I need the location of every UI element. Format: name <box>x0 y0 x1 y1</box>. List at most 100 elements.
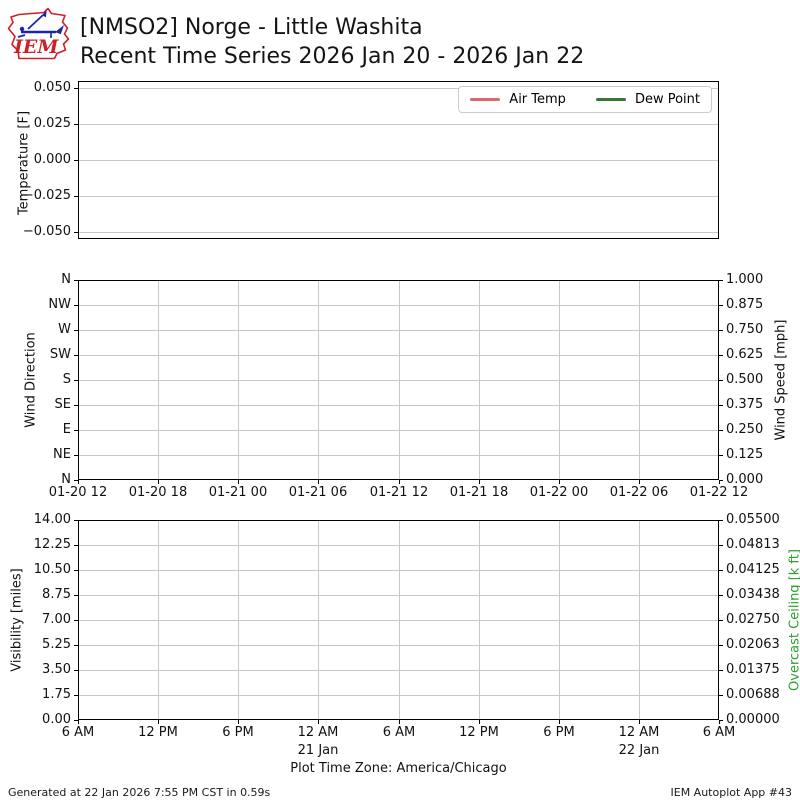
wind-vane-icon <box>17 9 65 38</box>
y-tick-label: 14.00 <box>33 512 71 527</box>
y-tick-label-right: 0.04125 <box>726 562 780 577</box>
gridline <box>479 521 480 719</box>
y-tick-label: 0.00 <box>42 712 71 727</box>
x-tick-mark <box>719 720 720 724</box>
y-tick-label: 5.25 <box>42 637 71 652</box>
gridline <box>79 88 718 89</box>
y-tick-mark <box>74 695 78 696</box>
x-tick-mark <box>639 480 640 484</box>
y-tick-mark-right <box>719 455 723 456</box>
y-tick-label-right: 1.000 <box>726 272 764 287</box>
y-tick-mark-right <box>719 430 723 431</box>
y-tick-mark <box>74 280 78 281</box>
x-tick-mark <box>318 480 319 484</box>
x-tick-label: 01-22 12 <box>689 485 749 500</box>
y-tick-mark-right <box>719 545 723 546</box>
y-tick-label: −0.025 <box>22 188 71 203</box>
legend-label: Dew Point <box>634 92 700 107</box>
y-tick-mark <box>74 160 78 161</box>
y-tick-label: W <box>58 322 71 337</box>
y-tick-mark-right <box>719 480 723 481</box>
y-tick-mark-right <box>719 670 723 671</box>
gridline <box>79 196 718 197</box>
x-tick-mark <box>238 480 239 484</box>
y-tick-mark-right <box>719 405 723 406</box>
gridline <box>479 281 480 479</box>
y-tick-label-right: 0.03438 <box>726 587 780 602</box>
gridline <box>318 281 319 479</box>
y-tick-label-right: 0.05500 <box>726 512 780 527</box>
y-tick-mark <box>74 196 78 197</box>
x-tick-label: 01-22 06 <box>609 485 669 500</box>
y-tick-label-right: 0.375 <box>726 397 764 412</box>
gridline <box>79 430 718 431</box>
legend-line-swatch <box>470 98 501 101</box>
y-axis-label-right: Wind Speed [mph] <box>773 319 789 441</box>
x-tick-label: 01-21 18 <box>449 485 509 500</box>
gridline <box>559 281 560 479</box>
y-tick-mark-right <box>719 620 723 621</box>
y-tick-label-right: 0.01375 <box>726 662 780 677</box>
y-tick-label: 10.50 <box>33 562 71 577</box>
y-tick-mark <box>74 595 78 596</box>
x-tick-mark <box>78 720 79 724</box>
iowa-state-shape <box>7 7 70 60</box>
y-tick-label-right: 0.02063 <box>726 637 780 652</box>
iowa-outline-icon: IEM <box>7 7 70 60</box>
y-tick-label-right: 0.875 <box>726 297 764 312</box>
y-tick-label: SE <box>54 397 71 412</box>
wind-panel-frame <box>78 280 719 480</box>
y-tick-label: E <box>62 422 71 437</box>
y-tick-label-right: 0.02750 <box>726 612 780 627</box>
y-tick-label: 3.50 <box>42 662 71 677</box>
y-tick-mark-right <box>719 595 723 596</box>
gridline <box>79 160 718 161</box>
page-subtitle: Recent Time Series 2026 Jan 20 - 2026 Ja… <box>80 44 585 69</box>
x-tick-label: 01-20 12 <box>48 485 108 500</box>
y-tick-mark <box>74 455 78 456</box>
x-tick-label: 01-20 18 <box>128 485 188 500</box>
y-tick-mark <box>74 355 78 356</box>
legend-line-swatch <box>595 98 626 101</box>
x-tick-label: 6 AM <box>702 725 736 740</box>
y-tick-label: 1.75 <box>42 687 71 702</box>
gridline <box>79 405 718 406</box>
x-tick-label: 6 PM <box>222 725 254 740</box>
x-tick-mark <box>479 480 480 484</box>
y-tick-mark <box>74 405 78 406</box>
x-tick-sublabel: 21 Jan <box>297 743 339 758</box>
y-tick-mark <box>74 670 78 671</box>
gridline <box>158 521 159 719</box>
legend-label: Air Temp <box>509 92 566 107</box>
y-tick-mark <box>74 430 78 431</box>
app-credit: IEM Autoplot App #43 <box>670 786 793 799</box>
y-tick-mark <box>74 305 78 306</box>
gridline <box>559 521 560 719</box>
gridline <box>79 380 718 381</box>
x-tick-mark <box>238 720 239 724</box>
x-tick-label: 01-21 12 <box>369 485 429 500</box>
y-tick-mark-right <box>719 355 723 356</box>
x-tick-label: 12 PM <box>459 725 499 740</box>
y-tick-mark <box>74 124 78 125</box>
y-tick-mark <box>74 720 78 721</box>
y-tick-mark <box>74 232 78 233</box>
temperature-panel-frame <box>78 81 719 239</box>
gridline <box>79 620 718 621</box>
y-tick-mark <box>74 570 78 571</box>
x-tick-mark <box>399 720 400 724</box>
y-tick-label: −0.050 <box>22 224 71 239</box>
gridline <box>639 521 640 719</box>
gridline <box>79 670 718 671</box>
y-tick-mark <box>74 88 78 89</box>
gridline <box>158 281 159 479</box>
y-tick-label: NE <box>53 447 71 462</box>
x-tick-mark <box>719 480 720 484</box>
x-tick-mark <box>78 480 79 484</box>
gridline <box>79 645 718 646</box>
x-tick-mark <box>479 720 480 724</box>
x-tick-label: 01-22 00 <box>529 485 589 500</box>
gridline <box>79 330 718 331</box>
gridline <box>79 355 718 356</box>
y-tick-label: 0.050 <box>33 80 71 95</box>
